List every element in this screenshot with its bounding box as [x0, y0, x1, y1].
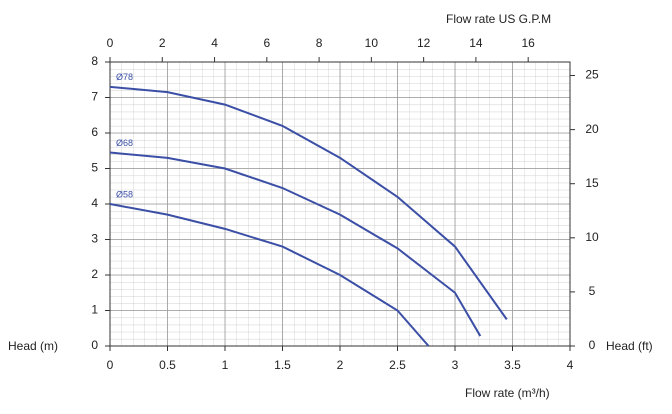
y2-tick-label: 0	[589, 338, 596, 352]
x-tick-label: 4	[567, 358, 574, 372]
x-tick-label: 0	[107, 358, 114, 372]
x-tick-label: 2	[337, 358, 344, 372]
x-tick-label: 0.5	[159, 358, 176, 372]
x-tick-label: 1.5	[274, 358, 291, 372]
curve-label: Ø78	[116, 72, 133, 82]
y2-tick-label: 5	[589, 284, 596, 298]
y2-axis-title: Head (ft)	[606, 339, 653, 353]
curve	[109, 203, 430, 347]
y2-tick-label: 10	[585, 230, 599, 244]
x2-tick-label: 14	[469, 36, 483, 50]
x2-tick-label: 0	[107, 36, 114, 50]
x2-tick-label: 16	[522, 36, 536, 50]
y-tick-label: 1	[91, 303, 98, 317]
y-axis-title: Head (m)	[8, 339, 58, 353]
y-tick-label: 5	[91, 161, 98, 175]
x2-axis-title: Flow rate US G.P.M	[446, 12, 551, 26]
y-tick-label: 3	[91, 232, 98, 246]
x2-tick-label: 8	[316, 36, 323, 50]
x-tick-label: 2.5	[389, 358, 406, 372]
x-tick-label: 3	[452, 358, 459, 372]
x-axis-title: Flow rate (m³/h)	[465, 386, 550, 400]
y-tick-label: 0	[91, 338, 98, 352]
y-tick-label: 8	[91, 54, 98, 68]
x2-tick-label: 2	[159, 36, 166, 50]
x2-tick-label: 4	[211, 36, 218, 50]
curve	[109, 85, 508, 320]
y-tick-label: 6	[91, 125, 98, 139]
x2-tick-label: 10	[365, 36, 379, 50]
x-tick-label: 1	[222, 358, 229, 372]
curve-label: Ø68	[116, 138, 133, 148]
x-tick-label: 3.5	[504, 358, 521, 372]
y-tick-label: 7	[91, 90, 98, 104]
y2-tick-label: 15	[585, 176, 599, 190]
x2-tick-label: 6	[263, 36, 270, 50]
y2-tick-label: 25	[585, 68, 599, 82]
curve	[109, 151, 482, 337]
y-tick-label: 2	[91, 267, 98, 281]
x2-tick-label: 12	[417, 36, 431, 50]
y2-tick-label: 20	[585, 122, 599, 136]
curve-label: Ø58	[116, 189, 133, 199]
y-tick-label: 4	[91, 196, 98, 210]
